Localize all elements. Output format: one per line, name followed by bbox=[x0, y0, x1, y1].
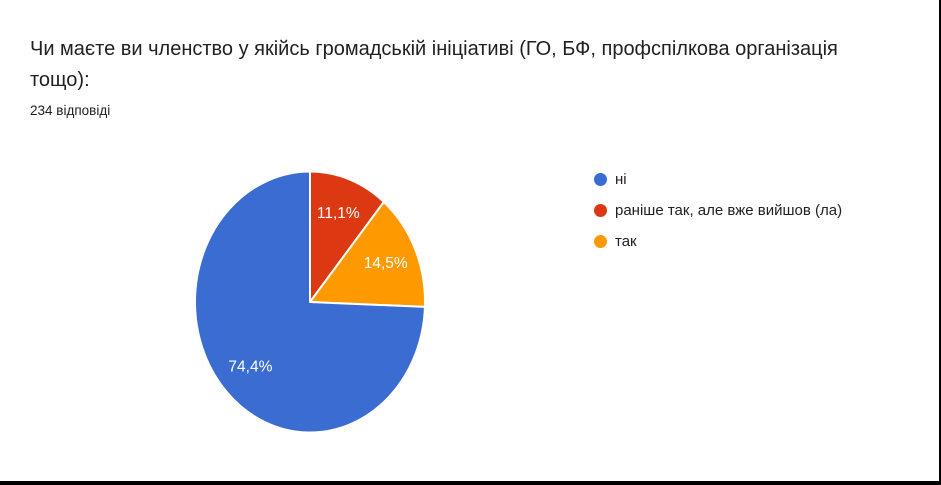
legend-color-dot-icon bbox=[594, 173, 607, 186]
legend-item-2: так bbox=[594, 226, 842, 257]
pie-slice-label-1: 11,1% bbox=[317, 205, 360, 222]
pie-slice-1[interactable] bbox=[309, 170, 385, 303]
pie-slice-label-0: 74,4% bbox=[228, 358, 272, 375]
legend-color-dot-icon bbox=[594, 235, 607, 248]
pie-slice-label-2: 14,5% bbox=[364, 255, 408, 272]
legend-item-label: раніше так, але вже вийшов (ла) bbox=[615, 202, 843, 219]
legend-color-dot-icon bbox=[594, 204, 607, 217]
legend-item-label: ні bbox=[615, 171, 627, 188]
pie-slice-0[interactable] bbox=[194, 170, 426, 434]
legend: ні раніше так, але вже вийшов (ла) так bbox=[594, 164, 842, 257]
responses-count: 234 відповіді bbox=[30, 103, 111, 118]
legend-item-label: так bbox=[615, 233, 637, 250]
pie-slice-2[interactable] bbox=[309, 200, 426, 308]
legend-item-1: раніше так, але вже вийшов (ла) bbox=[594, 195, 842, 226]
question-title: Чи маєте ви членство у якійсь громадські… bbox=[30, 38, 838, 91]
legend-item-0: ні bbox=[594, 164, 842, 195]
